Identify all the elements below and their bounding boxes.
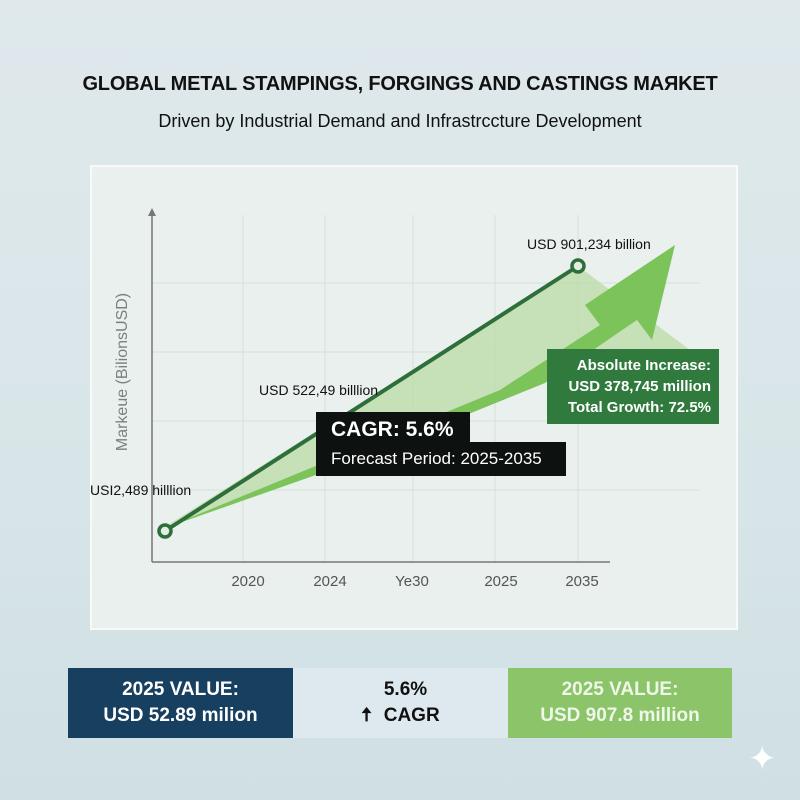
y-axis-label: Markeue (BilionsUSD) — [114, 292, 131, 452]
summary-cagr-row: 🠅 CAGR — [361, 703, 439, 729]
x-tick-label: Ye30 — [395, 573, 429, 590]
page-title: GLOBAL METAL STAMPINGS, FORGINGS AND CAS… — [82, 73, 718, 95]
summary-left-title: 2025 VALUE: — [122, 679, 239, 700]
summary-2025-value-right: 2025 VALUE: USD 907.8 million — [508, 668, 732, 738]
data-label-mid: USD 522,49 billlion — [259, 382, 379, 398]
series-line — [163, 264, 580, 533]
cagr-callout: CAGR: 5.6% — [316, 412, 470, 446]
absolute-increase-box: Absolute Increase: USD 378,745 million T… — [547, 349, 719, 424]
y-axis-arrow — [148, 208, 156, 216]
series-line-group — [157, 258, 586, 539]
x-tick-label: 2035 — [565, 573, 599, 590]
page-subtitle: Driven by Industrial Demand and Infrastr… — [158, 111, 642, 131]
growth-band — [160, 266, 690, 530]
data-point — [157, 523, 173, 539]
x-tick-label: 2025 — [484, 573, 518, 590]
absolute-increase-title: Absolute Increase: — [576, 357, 711, 374]
summary-right-value: USD 907.8 million — [540, 705, 700, 726]
absolute-increase-value: USD 378,745 million — [568, 378, 711, 395]
summary-cagr: 5.6% 🠅 CAGR — [293, 668, 508, 738]
x-tick-label: 2024 — [313, 573, 347, 590]
summary-left-value: USD 52.89 milion — [103, 705, 258, 726]
sparkle-icon: ✦ — [748, 740, 777, 778]
summary-cagr-value: 5.6% — [383, 679, 428, 700]
summary-2025-value-left: 2025 VALUE: USD 52.89 milion — [68, 668, 293, 738]
summary-cagr-label: CAGR — [383, 705, 440, 726]
forecast-period-label: Forecast Period: 2025-2035 — [316, 442, 566, 476]
total-growth: Total Growth: 72.5% — [567, 399, 711, 416]
data-label-end: USD 901,234 billion — [527, 236, 651, 252]
summary-right-title: 2025 VALUE: — [561, 679, 679, 700]
data-point — [570, 258, 586, 274]
arrow-up-icon: 🠅 — [361, 705, 372, 726]
x-tick-label: 2020 — [231, 573, 265, 590]
data-label-start: USI2,489 hilllion — [90, 482, 192, 498]
